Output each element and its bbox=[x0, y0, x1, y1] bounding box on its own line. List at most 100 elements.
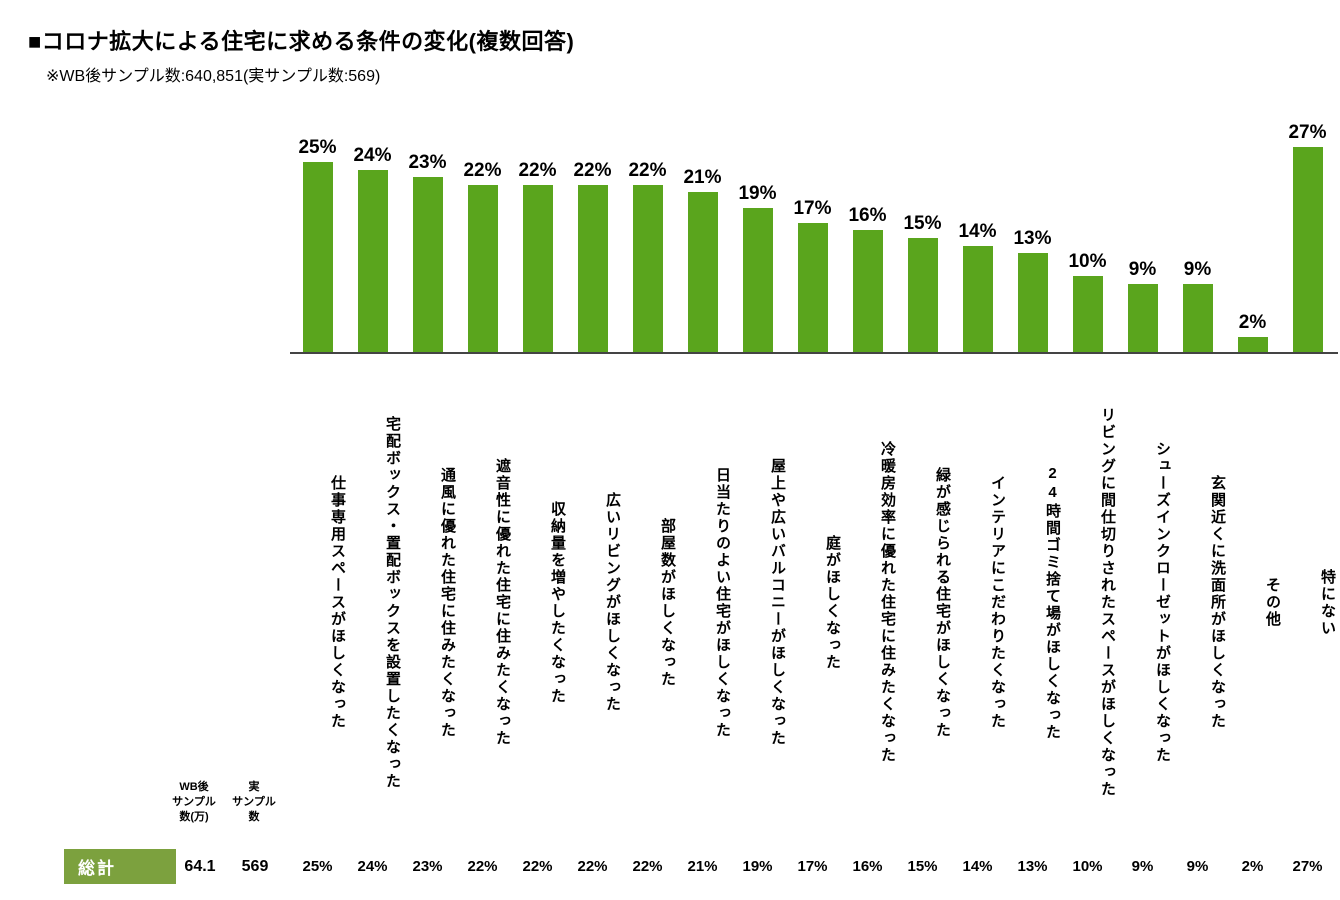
category-labels: 仕事専用スペースがほしくなった 宅配ボックス・置配ボックスを設置したくなった 通風に… bbox=[290, 360, 1336, 845]
bar-value-label: 22% bbox=[463, 160, 502, 181]
category-label: 通風に優れた住宅に住みたくなった bbox=[439, 466, 456, 739]
summary-percent-value: 14% bbox=[962, 858, 993, 875]
summary-percent-value: 9% bbox=[1186, 858, 1209, 875]
bar-column: 23% bbox=[400, 110, 455, 352]
category-label: 庭がほしくなった bbox=[824, 534, 841, 671]
x-axis-line bbox=[290, 352, 1338, 354]
header-line: 数(万) bbox=[179, 810, 209, 823]
header-line: 実 bbox=[248, 781, 260, 793]
summary-percent-value: 27% bbox=[1292, 858, 1323, 875]
bar-value-label: 27% bbox=[1288, 122, 1327, 143]
header-line: サンプル bbox=[232, 795, 276, 808]
bar-value-label: 25% bbox=[298, 137, 337, 158]
bar bbox=[302, 162, 333, 352]
bar bbox=[522, 185, 553, 352]
header-line: 数 bbox=[248, 810, 260, 823]
bar-value-label: 21% bbox=[683, 167, 722, 188]
category-label: 冷暖房効率に優れた住宅に住みたくなった bbox=[879, 441, 896, 764]
category-label: 屋上や広いバルコニーがほしくなった bbox=[769, 458, 786, 747]
summary-percent-value: 21% bbox=[687, 858, 718, 875]
summary-percent-value: 19% bbox=[742, 858, 773, 875]
header-line: WB後 bbox=[179, 781, 209, 793]
bar-column: 22% bbox=[620, 110, 675, 352]
bar-column: 16% bbox=[840, 110, 895, 352]
bar-column: 15% bbox=[895, 110, 950, 352]
bar-value-label: 9% bbox=[1183, 259, 1212, 280]
bar bbox=[1292, 147, 1323, 352]
bar-column: 10% bbox=[1060, 110, 1115, 352]
category-label: 玄関近くに洗面所がほしくなった bbox=[1209, 475, 1226, 730]
category-label: その他 bbox=[1264, 577, 1281, 628]
bar-value-label: 19% bbox=[738, 183, 777, 204]
wb-sample-value: 64.1 bbox=[184, 858, 216, 875]
category-label: 宅配ボックス・置配ボックスを設置したくなった bbox=[384, 415, 401, 790]
bar bbox=[467, 185, 498, 352]
bars-area: 25% 24% 23% 22% 22% 22% 22% 21% 19% 17% 16% 15% 14% 1… bbox=[290, 110, 1335, 352]
summary-percent-value: 22% bbox=[467, 858, 498, 875]
summary-percent-value: 15% bbox=[907, 858, 938, 875]
category-label: 24時間ゴミ捨て場がほしくなった bbox=[1044, 464, 1061, 741]
header-line: サンプル bbox=[172, 795, 216, 808]
bar bbox=[357, 170, 388, 352]
summary-percent-value: 13% bbox=[1017, 858, 1048, 875]
bar bbox=[1017, 253, 1048, 352]
total-row-label: 総計 bbox=[64, 849, 176, 884]
bar bbox=[1127, 284, 1158, 352]
category-label: 日当たりのよい住宅がほしくなった bbox=[714, 466, 731, 739]
bar bbox=[412, 177, 443, 352]
category-label: 収納量を増やしたくなった bbox=[549, 500, 566, 705]
summary-percent-row: 25% 24% 23% 22% 22% 22% 22% 21% 19% 17% 16% 15% 14% 1… bbox=[290, 858, 1335, 875]
category-label: インテリアにこだわりたくなった bbox=[989, 475, 1006, 730]
bar-column: 21% bbox=[675, 110, 730, 352]
summary-percent-value: 22% bbox=[577, 858, 608, 875]
bar-column: 19% bbox=[730, 110, 785, 352]
category-label: 広いリビングがほしくなった bbox=[604, 492, 621, 713]
page-title: ■コロナ拡大による住宅に求める条件の変化(複数回答) bbox=[28, 29, 575, 54]
bar-column: 27% bbox=[1280, 110, 1335, 352]
summary-percent-value: 25% bbox=[302, 858, 333, 875]
summary-percent-value: 17% bbox=[797, 858, 828, 875]
bar-value-label: 23% bbox=[408, 152, 447, 173]
wb-sample-header: WB後サンプル数(万) bbox=[162, 780, 226, 825]
bar-column: 24% bbox=[345, 110, 400, 352]
category-label: 遮音性に優れた住宅に住みたくなった bbox=[494, 458, 511, 747]
summary-percent-value: 10% bbox=[1072, 858, 1103, 875]
bar-column: 22% bbox=[565, 110, 620, 352]
bar-value-label: 9% bbox=[1128, 259, 1157, 280]
bar-column: 17% bbox=[785, 110, 840, 352]
summary-percent-value: 9% bbox=[1131, 858, 1154, 875]
bar-value-label: 15% bbox=[903, 213, 942, 234]
actual-sample-header: 実サンプル数 bbox=[222, 780, 286, 825]
summary-percent-value: 23% bbox=[412, 858, 443, 875]
category-label: リビングに間仕切りされたスペースがほしくなった bbox=[1099, 407, 1116, 798]
summary-percent-value: 16% bbox=[852, 858, 883, 875]
actual-sample-value: 569 bbox=[241, 858, 269, 875]
bar bbox=[742, 208, 773, 352]
bar-column: 25% bbox=[290, 110, 345, 352]
bar-column: 13% bbox=[1005, 110, 1060, 352]
bar bbox=[852, 230, 883, 352]
bar bbox=[962, 246, 993, 352]
bar bbox=[1237, 337, 1268, 352]
bar-value-label: 22% bbox=[573, 160, 612, 181]
bar bbox=[907, 238, 938, 352]
bar bbox=[1072, 276, 1103, 352]
category-label: 仕事専用スペースがほしくなった bbox=[329, 475, 346, 730]
bar bbox=[687, 192, 718, 352]
summary-percent-value: 22% bbox=[632, 858, 663, 875]
bar-column: 9% bbox=[1170, 110, 1225, 352]
bar-column: 9% bbox=[1115, 110, 1170, 352]
bar-column: 22% bbox=[510, 110, 565, 352]
bar bbox=[1182, 284, 1213, 352]
bar-column: 2% bbox=[1225, 110, 1280, 352]
bar bbox=[577, 185, 608, 352]
bar bbox=[632, 185, 663, 352]
category-label: 緑が感じられる住宅がほしくなった bbox=[934, 466, 951, 739]
bar-value-label: 22% bbox=[628, 160, 667, 181]
bar-column: 14% bbox=[950, 110, 1005, 352]
bar-value-label: 24% bbox=[353, 145, 392, 166]
bar-value-label: 22% bbox=[518, 160, 557, 181]
category-label: シューズインクローゼットがほしくなった bbox=[1154, 441, 1171, 764]
bar bbox=[797, 223, 828, 352]
